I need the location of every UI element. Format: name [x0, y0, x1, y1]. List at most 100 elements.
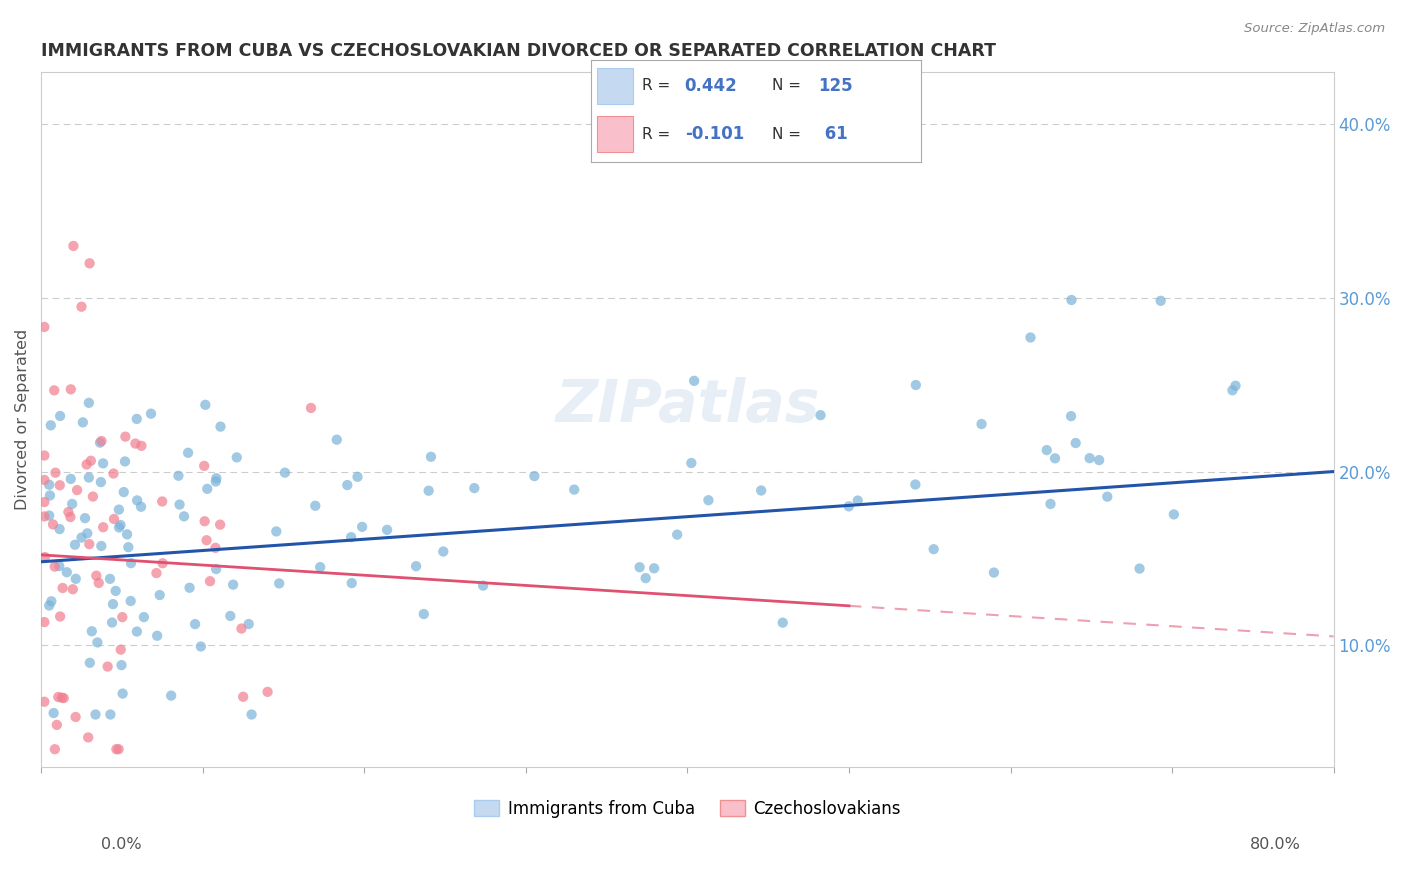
- Point: [643, 561, 665, 575]
- Point: [58, 505, 80, 519]
- Point: [111, 610, 134, 624]
- Point: [139, 407, 162, 421]
- Point: [209, 517, 232, 532]
- Point: [1039, 497, 1062, 511]
- Point: [204, 541, 226, 555]
- Point: [111, 687, 134, 701]
- Point: [49, 409, 72, 423]
- Point: [904, 477, 927, 491]
- Point: [44, 559, 66, 574]
- Point: [352, 520, 374, 534]
- Point: [204, 475, 226, 489]
- Point: [681, 456, 703, 470]
- Point: [104, 583, 127, 598]
- Point: [336, 478, 359, 492]
- Point: [90, 434, 112, 448]
- Point: [266, 524, 288, 539]
- FancyBboxPatch shape: [598, 116, 634, 152]
- Point: [1150, 293, 1173, 308]
- Point: [115, 527, 138, 541]
- Point: [209, 419, 232, 434]
- Point: [117, 540, 139, 554]
- Point: [59, 472, 82, 486]
- Point: [205, 471, 228, 485]
- Point: [120, 556, 142, 570]
- Point: [132, 610, 155, 624]
- Point: [1043, 451, 1066, 466]
- Point: [49, 609, 72, 624]
- Point: [340, 576, 363, 591]
- Point: [48, 522, 70, 536]
- Point: [970, 417, 993, 431]
- Point: [304, 499, 326, 513]
- Point: [34, 695, 56, 709]
- Point: [91, 520, 114, 534]
- Point: [101, 615, 124, 630]
- Point: [256, 685, 278, 699]
- Point: [418, 483, 440, 498]
- Point: [194, 514, 217, 528]
- Point: [86, 568, 108, 582]
- Point: [232, 690, 254, 704]
- Point: [198, 574, 221, 589]
- Point: [45, 718, 67, 732]
- Point: [231, 622, 253, 636]
- Point: [103, 467, 125, 481]
- Point: [177, 446, 200, 460]
- Point: [34, 449, 56, 463]
- Point: [110, 518, 132, 533]
- Point: [195, 533, 218, 548]
- Text: 61: 61: [818, 125, 848, 143]
- Point: [666, 527, 689, 541]
- Point: [100, 707, 122, 722]
- Point: [184, 617, 207, 632]
- Point: [412, 607, 434, 621]
- Point: [108, 520, 131, 534]
- Point: [44, 466, 66, 480]
- Point: [62, 239, 84, 253]
- Point: [1035, 443, 1057, 458]
- Text: -0.101: -0.101: [685, 125, 744, 143]
- Point: [749, 483, 772, 498]
- Point: [772, 615, 794, 630]
- Point: [114, 454, 136, 468]
- Point: [108, 502, 131, 516]
- Text: IMMIGRANTS FROM CUBA VS CZECHOSLOVAKIAN DIVORCED OR SEPARATED CORRELATION CHART: IMMIGRANTS FROM CUBA VS CZECHOSLOVAKIAN …: [41, 42, 995, 60]
- Text: ZIPatlas: ZIPatlas: [555, 377, 820, 434]
- Point: [922, 542, 945, 557]
- Point: [683, 374, 706, 388]
- Point: [1097, 490, 1119, 504]
- Point: [127, 493, 149, 508]
- Point: [73, 511, 96, 525]
- Point: [169, 498, 191, 512]
- Text: R =: R =: [641, 78, 675, 94]
- Point: [173, 509, 195, 524]
- Point: [195, 482, 218, 496]
- Point: [52, 581, 75, 595]
- Point: [79, 656, 101, 670]
- Point: [299, 401, 322, 415]
- Point: [190, 640, 212, 654]
- Point: [65, 710, 87, 724]
- Point: [309, 560, 332, 574]
- Point: [76, 458, 98, 472]
- Point: [87, 576, 110, 591]
- Legend: Immigrants from Cuba, Czechoslovakians: Immigrants from Cuba, Czechoslovakians: [468, 793, 907, 824]
- Point: [1222, 384, 1244, 398]
- Point: [225, 450, 247, 465]
- Point: [1060, 293, 1083, 307]
- Point: [56, 565, 79, 579]
- Point: [131, 439, 153, 453]
- Point: [146, 629, 169, 643]
- Point: [219, 609, 242, 624]
- Point: [222, 577, 245, 591]
- Point: [65, 572, 87, 586]
- Point: [34, 509, 56, 524]
- Point: [49, 478, 72, 492]
- Point: [34, 615, 56, 629]
- Point: [472, 578, 495, 592]
- Point: [77, 396, 100, 410]
- Point: [77, 470, 100, 484]
- Point: [103, 512, 125, 526]
- Point: [240, 707, 263, 722]
